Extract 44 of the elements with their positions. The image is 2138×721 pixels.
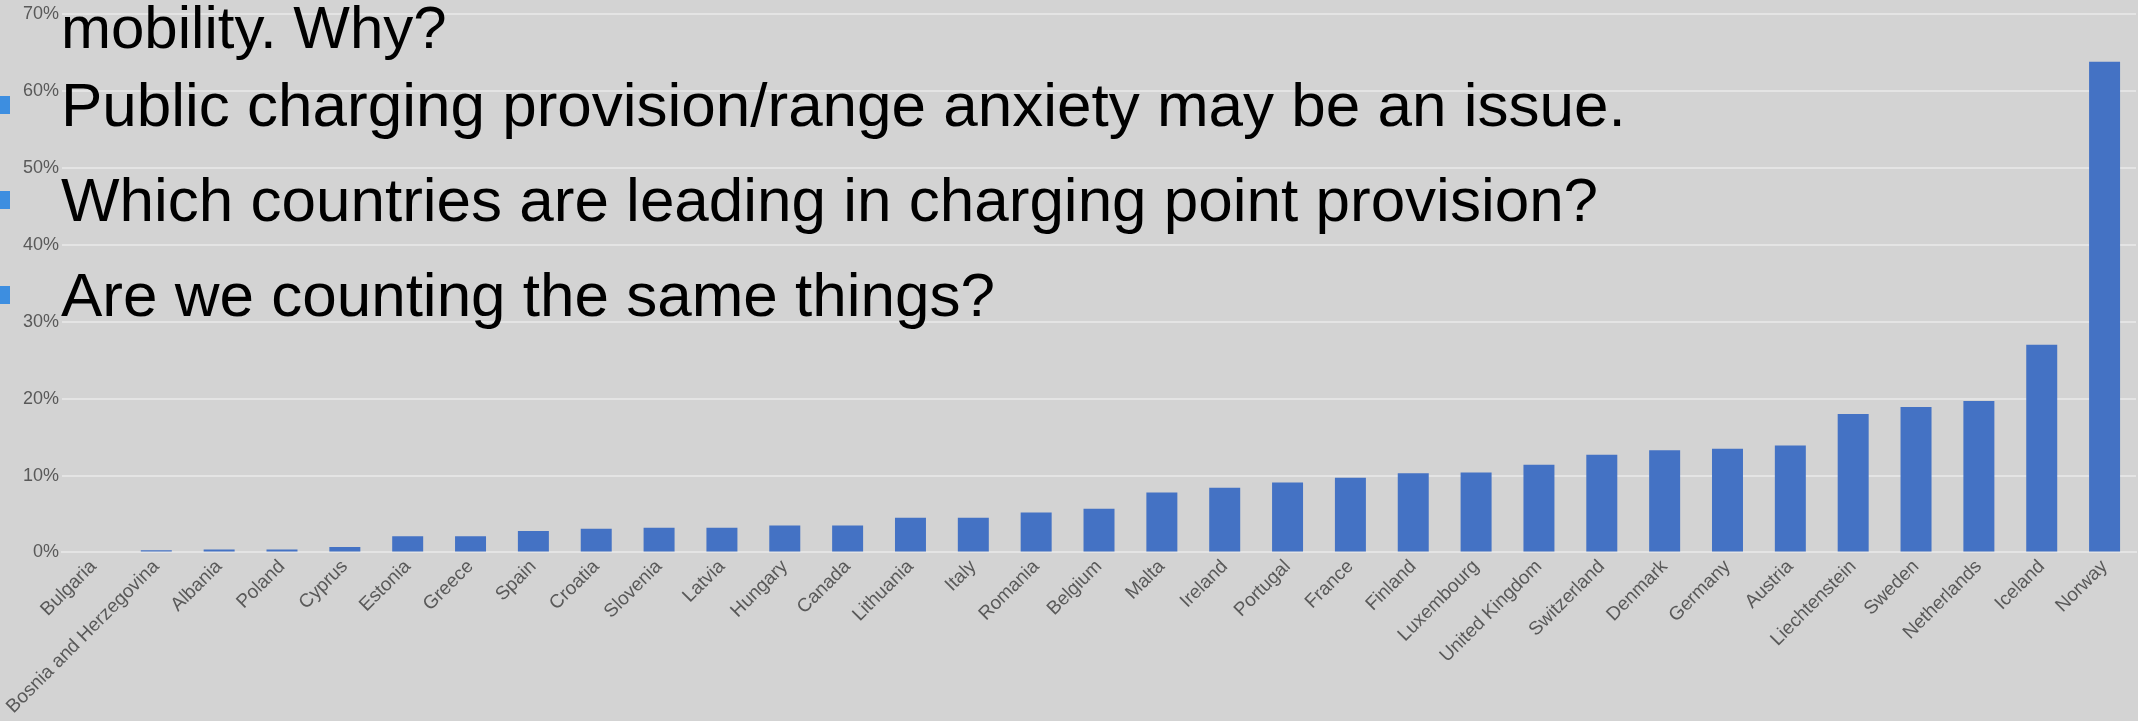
bar bbox=[769, 525, 801, 552]
bar bbox=[1083, 508, 1115, 552]
bar bbox=[1334, 477, 1366, 552]
annotation: Are we counting the same things? bbox=[61, 260, 995, 330]
bar bbox=[455, 536, 487, 552]
bar bbox=[1272, 482, 1304, 552]
bar bbox=[643, 527, 675, 552]
bar bbox=[1900, 407, 1932, 552]
bar bbox=[1963, 400, 1995, 552]
bar bbox=[203, 549, 235, 552]
y-tick-label: 60% bbox=[23, 79, 60, 100]
bar bbox=[706, 527, 738, 552]
y-tick-label: 10% bbox=[23, 464, 60, 485]
chart-title: mobility. Why? bbox=[61, 0, 447, 61]
bar bbox=[1837, 414, 1869, 552]
bar bbox=[1774, 445, 1806, 552]
bar bbox=[832, 525, 864, 552]
bar bbox=[1146, 492, 1178, 552]
y-tick-label: 50% bbox=[23, 156, 60, 177]
y-tick-label: 30% bbox=[23, 310, 60, 331]
bar bbox=[266, 549, 298, 552]
bar bbox=[894, 517, 926, 552]
x-tick-label: Italy bbox=[940, 554, 981, 595]
y-tick-label: 70% bbox=[23, 2, 60, 23]
bar bbox=[1523, 464, 1555, 552]
bar bbox=[1209, 487, 1241, 552]
bar bbox=[1586, 454, 1618, 552]
bar bbox=[1020, 512, 1052, 552]
bar bbox=[517, 530, 549, 552]
bar bbox=[329, 547, 361, 552]
bar bbox=[2026, 344, 2058, 552]
y-tick-label: 40% bbox=[23, 233, 60, 254]
annotation: Which countries are leading in charging point provision? bbox=[61, 165, 1599, 235]
bar bbox=[1460, 472, 1492, 552]
bar bbox=[392, 536, 424, 552]
bar bbox=[580, 528, 612, 552]
bar bbox=[1397, 473, 1429, 552]
y-tick-label: 0% bbox=[33, 541, 60, 562]
annotation: Public charging provision/range anxiety may be an issue. bbox=[61, 70, 1626, 140]
bar bbox=[1649, 450, 1681, 552]
bar bbox=[957, 517, 989, 552]
y-tick-label: 20% bbox=[23, 387, 60, 408]
bar bbox=[2089, 61, 2121, 552]
bar bbox=[1712, 448, 1743, 552]
